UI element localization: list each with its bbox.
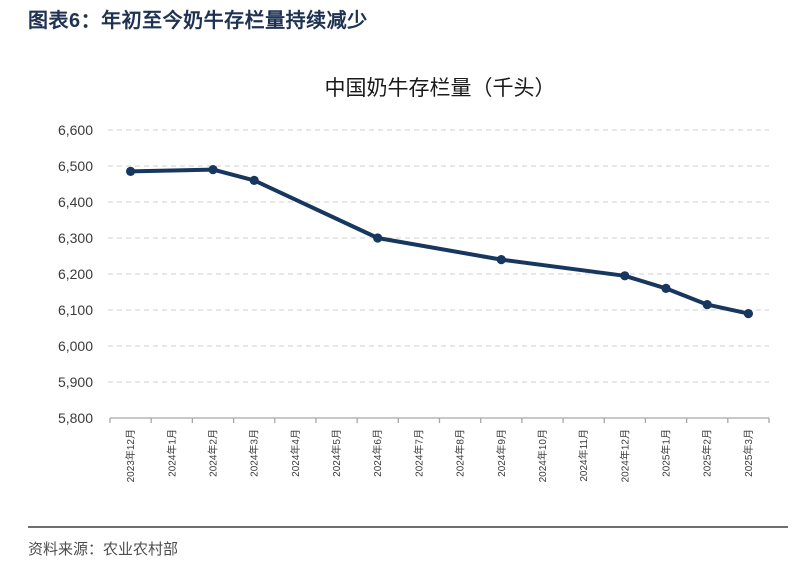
y-tick-label: 5,900 <box>58 374 93 390</box>
x-tick-label: 2024年9月 <box>495 429 508 477</box>
source-note: 资料来源：农业农村部 <box>28 541 179 558</box>
y-tick-label: 6,400 <box>58 194 93 210</box>
x-tick-label: 2024年12月 <box>618 429 631 482</box>
data-point-marker <box>743 309 754 319</box>
data-points <box>126 165 754 319</box>
x-tick-label: 2024年8月 <box>454 429 467 477</box>
x-tick-label: 2024年3月 <box>248 429 261 477</box>
data-point-marker <box>208 165 218 175</box>
x-tick-label: 2023年12月 <box>124 429 137 482</box>
x-axis-labels: 2023年12月 2024年1月 2024年2月 2024年3月 2024年4月 2024… <box>124 429 755 482</box>
x-tick-label: 2024年1月 <box>165 429 178 477</box>
gridlines <box>108 129 769 383</box>
y-tick-label: 5,800 <box>58 410 93 426</box>
y-tick-label: 6,100 <box>58 302 93 318</box>
data-point-marker <box>496 255 506 265</box>
y-tick-label: 6,300 <box>58 230 93 246</box>
x-tick-label: 2024年4月 <box>289 429 302 477</box>
x-tick-label: 2024年6月 <box>371 429 384 477</box>
data-point-marker <box>702 300 712 310</box>
chart-title: 中国奶牛存栏量（千头） <box>324 77 556 100</box>
data-point-marker <box>620 271 630 281</box>
data-point-marker <box>661 283 671 293</box>
x-tick-label: 2024年2月 <box>206 429 219 477</box>
y-tick-label: 6,200 <box>58 266 93 282</box>
x-tick-label: 2024年7月 <box>412 429 425 477</box>
x-tick-label: 2024年10月 <box>536 429 549 482</box>
data-point-marker <box>373 233 383 243</box>
x-tick-label: 2024年11月 <box>577 429 590 482</box>
y-tick-label: 6,000 <box>58 338 93 354</box>
footer-divider <box>28 526 788 528</box>
x-tick-label: 2025年1月 <box>660 429 673 477</box>
x-tick-label: 2025年2月 <box>701 429 714 477</box>
x-tick-label: 2025年3月 <box>742 429 755 477</box>
x-tick-label: 2024年5月 <box>330 429 343 477</box>
figure-title: 图表6：年初至今奶牛存栏量持续减少 <box>28 10 368 32</box>
data-point-marker <box>126 166 136 176</box>
y-axis-labels: 5,800 5,900 6,000 6,100 6,200 6,300 6,400 6,500… <box>58 122 93 426</box>
x-axis-ticks <box>109 418 770 423</box>
series-line <box>128 167 751 316</box>
y-tick-label: 6,600 <box>58 122 93 138</box>
data-point-marker <box>249 175 259 185</box>
y-tick-label: 6,500 <box>58 158 93 174</box>
